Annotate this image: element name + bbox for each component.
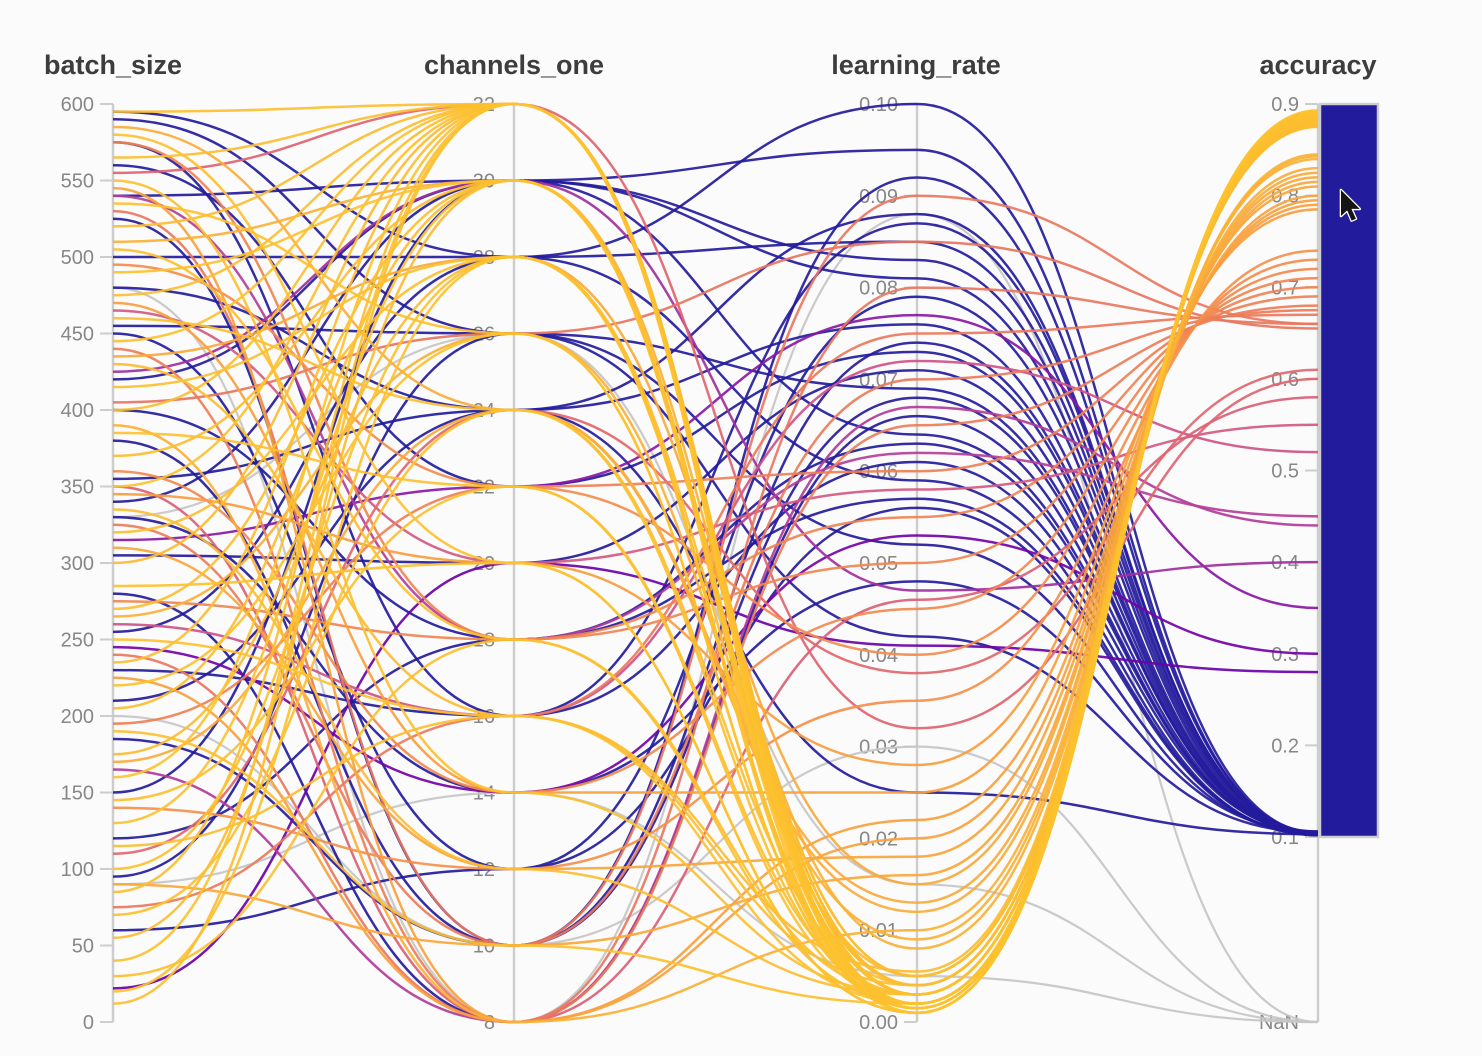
tick-label: 250 (61, 630, 94, 652)
run-line[interactable] (112, 313, 1319, 909)
run-line[interactable] (112, 308, 1319, 947)
run-line[interactable] (112, 222, 1319, 834)
mouse-cursor-icon (1339, 188, 1361, 222)
run-line[interactable] (112, 408, 1319, 836)
tick-label: 0.2 (1271, 735, 1299, 757)
colorbar-legend (1318, 102, 1380, 839)
run-line[interactable] (112, 414, 1319, 1024)
tick-label: 200 (61, 706, 94, 728)
run-line[interactable] (112, 179, 1319, 835)
tick-label: 8 (484, 1012, 495, 1034)
run-line[interactable] (112, 714, 1319, 1024)
run-line[interactable] (112, 179, 1319, 835)
tick-label: 0.3 (1271, 644, 1299, 666)
axis-title-accuracy: accuracy (1259, 50, 1377, 80)
run-line[interactable] (112, 198, 1319, 1024)
tick-label: 450 (61, 324, 94, 346)
tick-label: 50 (72, 936, 94, 958)
tick-label: 0.5 (1271, 461, 1299, 483)
tick-label: 0.04 (859, 645, 898, 667)
run-line[interactable] (112, 368, 1319, 836)
run-line[interactable] (112, 791, 1319, 1024)
tick-label: 400 (61, 400, 94, 422)
tick-label: 550 (61, 171, 94, 193)
tick-label: NaN (1259, 1012, 1299, 1034)
run-line[interactable] (112, 163, 1319, 837)
run-line[interactable] (112, 102, 1319, 1015)
axis-title-learning-rate: learning_rate (831, 50, 1001, 80)
run-line[interactable] (112, 194, 1319, 641)
run-line[interactable] (112, 110, 1319, 836)
tick-label: 0.02 (859, 828, 898, 850)
tick-label: 0 (83, 1012, 94, 1034)
axis-title-channels-one: channels_one (423, 50, 605, 80)
tick-label: 0.00 (859, 1012, 898, 1034)
run-line[interactable] (112, 179, 1319, 836)
tick-label: 300 (61, 553, 94, 575)
run-lines (112, 102, 1319, 1024)
tick-label: 150 (61, 783, 94, 805)
run-line[interactable] (112, 176, 1319, 886)
tick-label: 600 (61, 94, 94, 116)
tick-label: 100 (61, 859, 94, 881)
run-line[interactable] (112, 102, 1319, 835)
tick-label: 0.9 (1271, 94, 1299, 116)
tick-label: 0.03 (859, 737, 898, 759)
axis-title-batch-size: batch_size (43, 50, 183, 80)
run-line[interactable] (112, 148, 1319, 836)
tick-label: 500 (61, 247, 94, 269)
run-line[interactable] (112, 332, 1319, 878)
tick-label: 350 (61, 477, 94, 499)
